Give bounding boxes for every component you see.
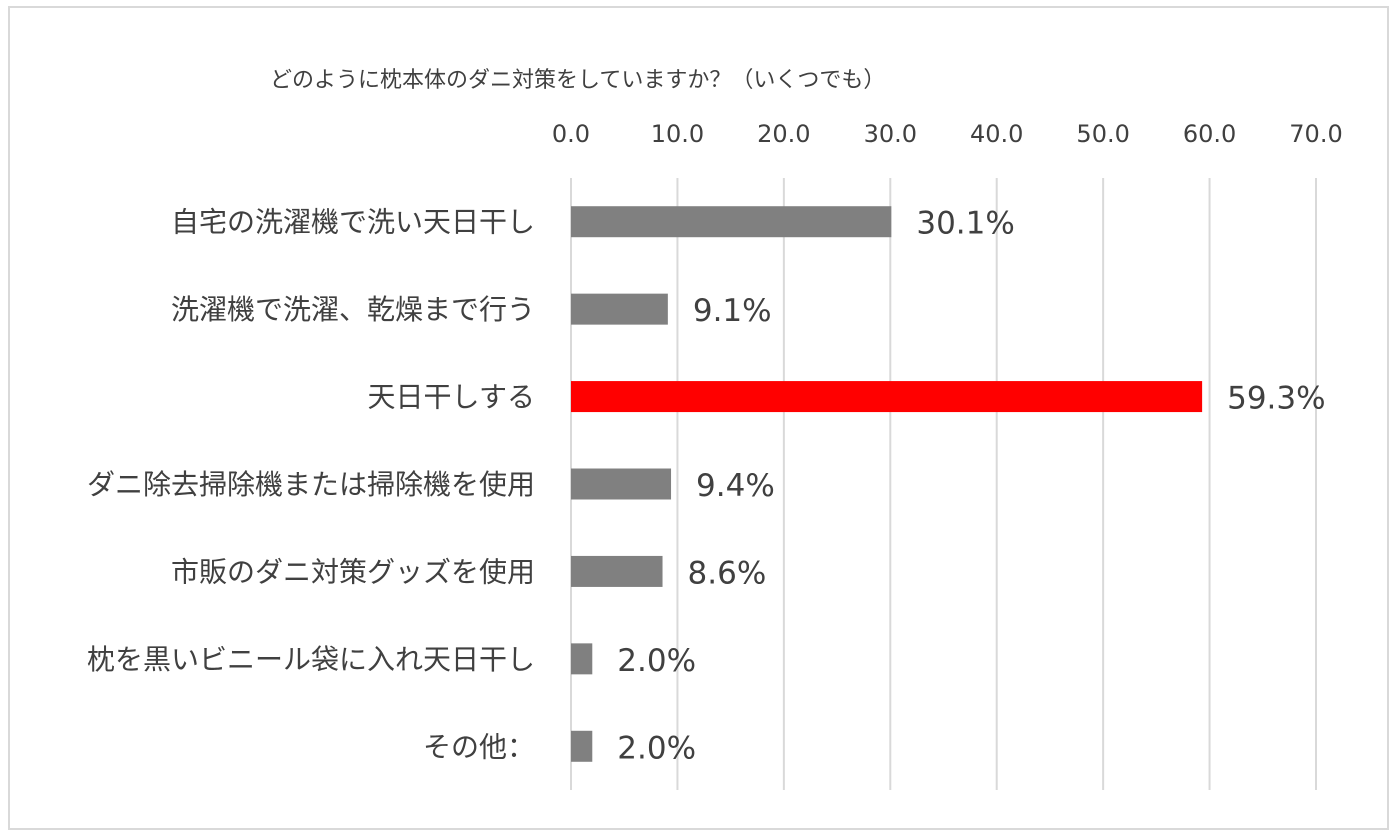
bar (571, 730, 593, 762)
bar (571, 381, 1203, 413)
data-label: 59.3% (1227, 381, 1325, 417)
bar (571, 206, 892, 238)
bar (571, 555, 663, 587)
bar (571, 293, 668, 325)
category-label: 洗濯機で洗濯、乾燥まで行う (171, 293, 535, 326)
x-tick-label: 10.0 (651, 120, 704, 148)
x-tick-label: 60.0 (1183, 120, 1236, 148)
chart-frame (8, 6, 1389, 830)
category-label: 自宅の洗濯機で洗い天日干し (171, 206, 535, 239)
data-label: 8.6% (688, 555, 767, 591)
bar (571, 468, 672, 500)
data-label: 9.4% (696, 468, 775, 504)
x-tick-label: 30.0 (864, 120, 917, 148)
category-label: 枕を黒いビニール袋に入れ天日干し (87, 643, 535, 676)
bar (571, 643, 593, 675)
data-label: 2.0% (617, 730, 696, 766)
x-tick-label: 20.0 (757, 120, 810, 148)
x-tick-label: 0.0 (552, 120, 590, 148)
x-tick-label: 40.0 (970, 120, 1023, 148)
x-tick-label: 70.0 (1289, 120, 1342, 148)
data-label: 30.1% (916, 206, 1014, 242)
category-label: ダニ除去掃除機または掃除機を使用 (87, 468, 535, 501)
category-label: 市販のダニ対策グッズを使用 (171, 555, 535, 588)
category-label: その他： (423, 730, 535, 763)
data-label: 2.0% (617, 643, 696, 679)
data-label: 9.1% (693, 293, 772, 329)
category-label: 天日干しする (368, 381, 535, 414)
x-tick-label: 50.0 (1076, 120, 1129, 148)
chart-title: どのように枕本体のダニ対策をしていますか？（いくつでも） (270, 68, 886, 93)
